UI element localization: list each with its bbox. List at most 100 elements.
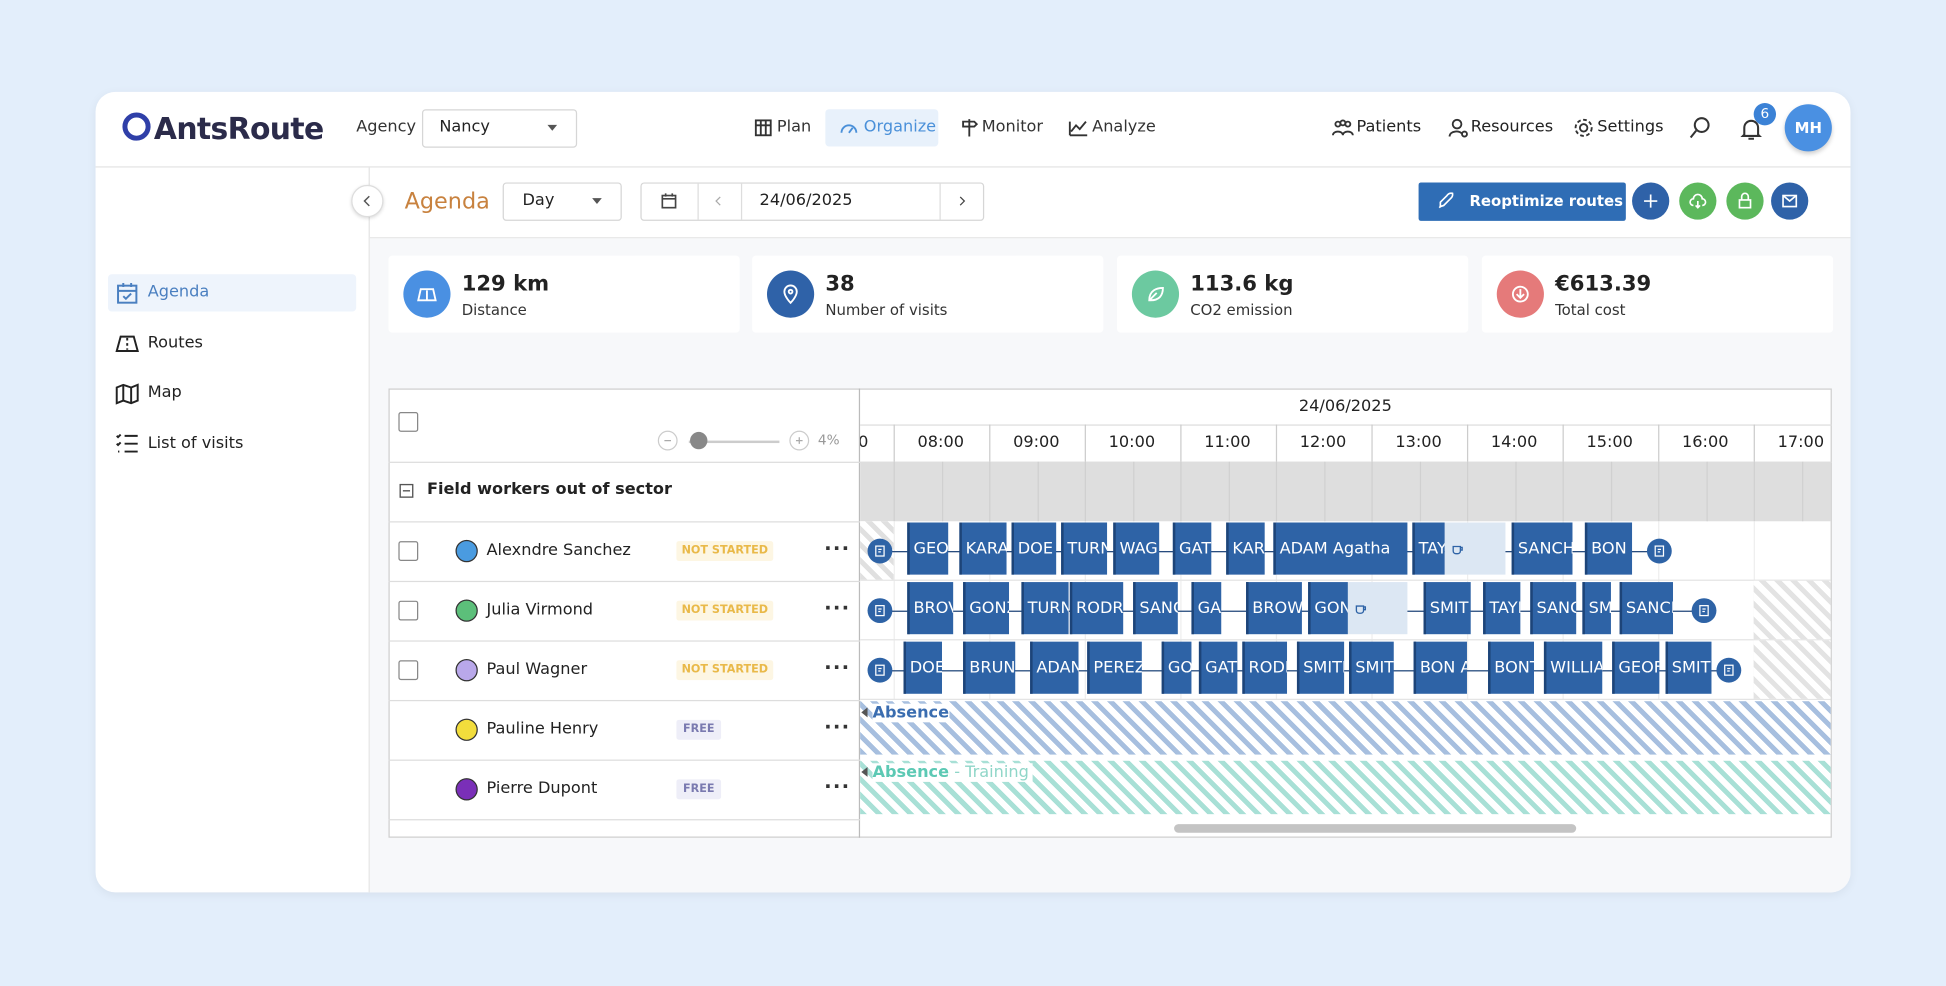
visit-block[interactable]: BON	[1584, 522, 1633, 575]
row-divider	[860, 639, 1831, 641]
hour-line	[989, 424, 991, 462]
visit-block[interactable]: DOE	[903, 641, 942, 694]
visit-block[interactable]: GAT	[1172, 522, 1212, 575]
visit-block[interactable]: SANC	[1530, 582, 1577, 635]
status-badge: NOT STARTED	[676, 600, 774, 621]
absence-title: Absence	[872, 763, 950, 782]
visit-block[interactable]: SANC	[1133, 582, 1178, 635]
visit-block[interactable]: GON	[1308, 582, 1348, 635]
hour-label: 17:00	[1777, 433, 1825, 452]
hour-label: 11:00	[1204, 433, 1251, 452]
visit-block[interactable]: KAR	[1226, 522, 1265, 575]
bell[interactable]	[1739, 117, 1764, 142]
visit-block[interactable]: DOE	[1011, 522, 1057, 575]
more-button[interactable]: ···	[824, 536, 851, 560]
visit-block[interactable]: SMIT	[1423, 582, 1471, 635]
visit-block[interactable]: RODR	[1069, 582, 1124, 635]
zoom-value: 4%	[817, 431, 840, 449]
next-button[interactable]	[954, 194, 969, 209]
grid-line	[388, 580, 861, 583]
search[interactable]	[1688, 115, 1713, 140]
nav-item[interactable]: Patients	[1356, 117, 1422, 137]
visit-block[interactable]: TURN	[1061, 522, 1108, 575]
visit-block[interactable]: GATI	[1198, 641, 1238, 694]
nav-icon	[958, 117, 980, 139]
stat-icon	[779, 283, 801, 305]
nav-item[interactable]: Plan	[776, 117, 812, 137]
more-button[interactable]: ···	[824, 655, 851, 679]
visit-block[interactable]: TURN	[1021, 582, 1069, 635]
visit-block[interactable]: BRUN	[963, 641, 1016, 694]
visit-block[interactable]: GEO	[907, 522, 949, 575]
reoptimize-button[interactable]	[1418, 182, 1626, 221]
nav-icon	[1572, 117, 1594, 139]
visit-block[interactable]: SANCH	[1619, 582, 1674, 635]
absence-label: Absence	[872, 701, 1120, 726]
prev-button[interactable]	[711, 194, 726, 209]
visit-block[interactable]: GONZ	[963, 582, 1010, 635]
depot	[1716, 657, 1742, 683]
calendar-button[interactable]	[659, 191, 679, 211]
visit-block[interactable]: SANCH	[1511, 522, 1573, 575]
scrollbar[interactable]	[1174, 824, 1577, 833]
sidebar-item[interactable]: Map	[147, 383, 182, 403]
timeline: 24/06/2025 07:00 08:00 09:00 10:00 11:00 12:00…	[860, 390, 1831, 819]
nav-item[interactable]: Resources	[1470, 117, 1554, 137]
nav-item[interactable]: Organize	[863, 117, 937, 137]
collapse-group[interactable]	[398, 482, 414, 498]
hour-line	[1466, 424, 1469, 462]
visit-block[interactable]: BROV	[907, 582, 954, 635]
agency-select[interactable]	[421, 109, 578, 148]
checkbox[interactable]	[398, 412, 419, 432]
visit-block[interactable]: ADAM Agatha	[1273, 522, 1408, 575]
sidebar-item[interactable]: Routes	[147, 333, 203, 352]
visit-block[interactable]: SMITH	[1665, 641, 1712, 694]
band-line	[1323, 461, 1325, 522]
collapse-button[interactable]	[351, 184, 384, 218]
grid-line	[388, 699, 861, 702]
visit-block[interactable]: TAY	[1412, 522, 1445, 575]
visit-block[interactable]: GA	[1191, 582, 1222, 635]
checkbox[interactable]	[398, 541, 419, 561]
sidebar-icon	[115, 382, 139, 406]
visit-block[interactable]: TAYL	[1483, 582, 1521, 635]
nav-item[interactable]: Monitor	[981, 117, 1044, 137]
visit-block[interactable]: BROW	[1246, 582, 1302, 635]
page-title: Agenda	[404, 188, 490, 215]
visit-block[interactable]: BON A	[1413, 641, 1467, 694]
more-button[interactable]: ···	[824, 774, 851, 799]
nav-item[interactable]: Settings	[1597, 117, 1664, 137]
nav-icon	[1332, 117, 1354, 139]
view-select[interactable]	[502, 182, 622, 221]
checkbox[interactable]	[398, 660, 419, 681]
cell-line	[893, 521, 895, 581]
sidebar-item[interactable]: List of visits	[147, 433, 244, 453]
visit-block[interactable]: SMITH	[1296, 641, 1345, 694]
avatar[interactable]: MH	[1784, 104, 1832, 152]
group-band	[860, 461, 1831, 522]
band-line	[1419, 461, 1421, 522]
depot	[1691, 598, 1717, 624]
more-button[interactable]: ···	[824, 595, 851, 620]
visit-block[interactable]: KARA	[959, 522, 1007, 575]
nav-item[interactable]: Analyze	[1092, 117, 1156, 137]
more-button[interactable]: ···	[824, 714, 851, 739]
status-badge: FREE	[676, 779, 722, 800]
visit-block[interactable]: BONT	[1488, 641, 1534, 694]
visit-block[interactable]: GEOF	[1612, 641, 1660, 694]
depot	[867, 657, 893, 683]
visit-block[interactable]: GO	[1161, 641, 1192, 694]
visit-block[interactable]: ADAN	[1030, 641, 1079, 694]
checkbox[interactable]	[398, 600, 419, 621]
grid-line	[388, 759, 861, 761]
visit-block[interactable]: RODR	[1242, 641, 1288, 694]
sidebar-active-bg[interactable]	[107, 274, 357, 312]
action-button[interactable]	[1726, 182, 1764, 220]
visit-block[interactable]: PEREZ	[1087, 641, 1142, 694]
visit-block[interactable]: SMITH	[1349, 641, 1394, 694]
visit-block[interactable]: WAG	[1113, 522, 1160, 575]
visit-block[interactable]: SM	[1582, 582, 1611, 635]
sidebar-item[interactable]: Agenda	[147, 282, 210, 302]
visit-block[interactable]: WILLIA	[1543, 641, 1603, 694]
zoom-knob[interactable]	[690, 431, 708, 450]
